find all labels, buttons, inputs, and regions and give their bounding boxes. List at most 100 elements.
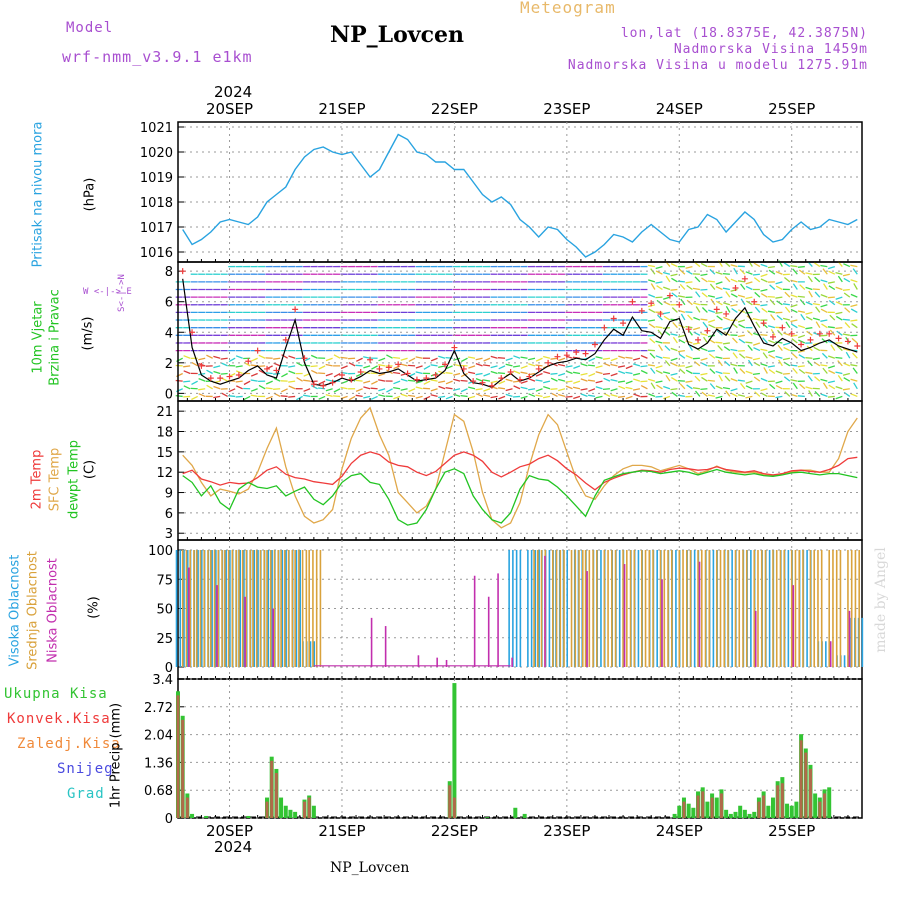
wind-gust-marker: [573, 349, 580, 356]
wind-barb: [655, 365, 663, 369]
wind-barb: [655, 281, 663, 284]
wind-barb: [513, 355, 521, 359]
precip-conv-bar: [719, 793, 723, 818]
wind-barb: [235, 395, 243, 398]
wind-barb: [183, 385, 191, 390]
wind-barb: [640, 369, 648, 375]
wind-barb: [790, 304, 798, 308]
wind-barb: [213, 365, 221, 369]
wind-gust-marker: [498, 375, 505, 382]
wind-barb: [617, 365, 626, 368]
wind-barb: [685, 270, 693, 275]
wind-barb: [769, 383, 776, 390]
wind-barb: [739, 368, 746, 374]
wind-barb: [687, 314, 693, 321]
wind-barb: [768, 269, 776, 275]
wind-gust-marker: [470, 378, 477, 385]
wind-barb: [723, 316, 731, 321]
pressure-line: [182, 133, 858, 258]
wind-barb: [445, 380, 453, 385]
wind-barb: [468, 371, 476, 375]
wind-barb: [747, 359, 753, 367]
wind-barb: [722, 386, 730, 390]
wind-barb: [423, 365, 431, 370]
wind-gust-marker: [273, 367, 280, 374]
wind-barb: [438, 380, 446, 384]
precip-total-bar: [728, 813, 733, 818]
wind-barb: [318, 372, 326, 375]
wind-gust-marker: [723, 310, 730, 317]
wind-barb: [288, 395, 296, 398]
wind-barb: [670, 273, 678, 277]
wind-barb: [692, 302, 701, 306]
wind-barb: [767, 265, 775, 269]
wind-barb: [618, 385, 626, 390]
wind-gust-marker: [301, 355, 308, 362]
precip-conv-bar: [265, 801, 269, 818]
wind-barb: [715, 341, 723, 344]
wind-barb: [520, 395, 528, 399]
wind-barb: [468, 386, 476, 390]
wind-barb: [363, 380, 371, 384]
wind-barb: [761, 307, 768, 313]
wind-barb: [445, 365, 453, 370]
wind-barb: [700, 347, 708, 352]
y-tick-label: 21: [156, 405, 173, 420]
panel-frame: [177, 678, 863, 819]
bottom-date-tick-label: 21SEP: [318, 822, 365, 840]
wind-barb: [310, 365, 318, 368]
wind-barb: [265, 395, 273, 400]
wind-barb: [842, 288, 850, 291]
wind-barb: [647, 319, 656, 322]
wind-barb: [438, 365, 446, 369]
wind-barb: [828, 369, 836, 375]
wind-barb: [535, 364, 543, 367]
wind-barb: [767, 310, 775, 314]
wind-barb: [273, 377, 281, 382]
sfc-temp-line: [182, 406, 858, 529]
wind-speed-line: [182, 278, 858, 388]
wind-barb: [828, 285, 836, 291]
precip-total-bar: [522, 813, 527, 818]
wind-gust-marker: [189, 329, 196, 336]
wind-barb: [371, 365, 378, 370]
wind-barb: [672, 321, 678, 329]
wind-barb: [243, 395, 251, 401]
wind-gust-marker: [235, 372, 242, 379]
wind-barb: [206, 354, 213, 359]
wind-barb: [588, 372, 596, 377]
wind-gust-marker: [376, 365, 383, 372]
precip-conv-bar: [185, 797, 189, 818]
wind-barb: [700, 262, 708, 268]
wind-barb: [213, 395, 221, 399]
wind-barb: [761, 322, 768, 329]
wind-barb: [701, 376, 708, 382]
wind-barb: [445, 372, 453, 375]
wind-barb: [814, 390, 821, 397]
wind-barb: [430, 364, 438, 367]
wind-gust-marker: [826, 330, 833, 337]
wind-barb: [798, 368, 806, 375]
wind-barb: [753, 262, 761, 268]
wind-barb: [694, 261, 701, 268]
precip-conv-bar: [302, 801, 306, 818]
wind-barb: [731, 307, 738, 313]
bottom-date-tick-label: 20SEP: [206, 822, 253, 840]
wind-barb: [558, 372, 566, 377]
precip-conv-bar: [274, 773, 278, 818]
wind-barb: [656, 299, 663, 306]
precip-conv-bar: [780, 783, 784, 818]
wind-barb: [679, 368, 686, 374]
wind-barb: [693, 327, 701, 331]
wind-gust-marker: [648, 300, 655, 307]
wind-barb: [520, 380, 528, 384]
wind-barb: [386, 354, 393, 359]
wind-barb: [695, 306, 701, 313]
wind-barb: [572, 371, 581, 375]
wind-gust-marker: [451, 344, 458, 351]
wind-barb: [670, 372, 678, 376]
wind-barb: [393, 380, 401, 385]
precip-total-bar: [686, 803, 691, 818]
wind-barb: [821, 323, 828, 329]
wind-barb: [573, 380, 581, 385]
